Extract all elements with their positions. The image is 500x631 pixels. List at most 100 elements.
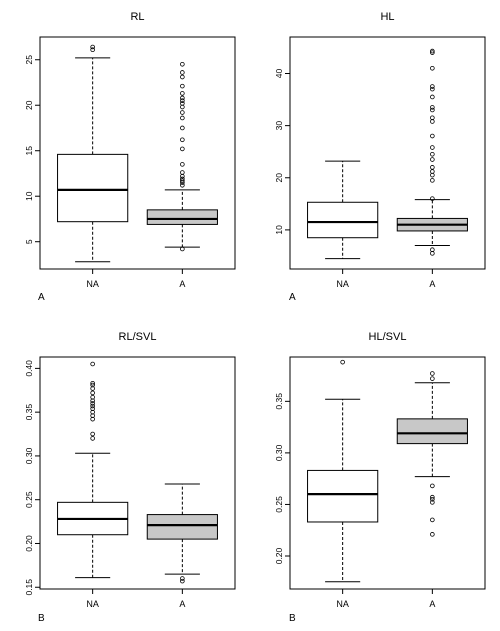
- y-tick-label: 0.30: [24, 447, 34, 464]
- x-tick-label: A: [429, 599, 435, 609]
- outlier-point: [180, 146, 185, 152]
- outlier-point: [180, 125, 185, 131]
- outlier-point: [430, 376, 435, 381]
- outlier-point: [180, 91, 185, 96]
- outlier-point: [180, 95, 185, 101]
- outlier-point: [430, 251, 435, 256]
- outlier-point: [430, 247, 435, 253]
- outlier-point: [430, 152, 435, 157]
- outlier-point: [180, 115, 185, 121]
- x-tick-label: NA: [86, 599, 99, 609]
- outlier-point: [430, 94, 435, 100]
- box-a: [146, 483, 218, 584]
- x-tick-label: NA: [86, 279, 99, 289]
- outlier-point: [340, 359, 345, 365]
- outlier-point: [90, 401, 95, 406]
- chart-2: RL/SVL 0.15 0.20 0.25 0.30 0.35 0.40 NA A: [24, 331, 236, 609]
- box-a: [396, 48, 468, 256]
- iqr-box: [307, 469, 379, 523]
- outlier-point: [430, 86, 435, 92]
- panel-label-a-right: A: [289, 292, 296, 303]
- y-tick-label: 0.20: [274, 547, 284, 564]
- outlier-point: [430, 172, 435, 178]
- outlier-point: [430, 483, 435, 489]
- iqr-box: [57, 153, 129, 223]
- iqr-box: [146, 209, 218, 225]
- x-tick-label: NA: [336, 279, 349, 289]
- y-tick-label: 15: [24, 146, 34, 156]
- outlier-point: [430, 169, 435, 174]
- outlier-point: [180, 137, 185, 143]
- outlier-point: [180, 170, 185, 175]
- x-tick-label: A: [179, 279, 185, 289]
- panel-label-b-right: B: [289, 613, 296, 624]
- panel-label-a-left: A: [38, 292, 45, 303]
- outlier-point: [430, 115, 435, 121]
- outlier-point: [180, 61, 185, 67]
- y-tick-label: 40: [274, 69, 284, 79]
- chart-1: HL 10 20 30 40 NA A: [274, 11, 486, 289]
- box-na: [57, 361, 129, 579]
- outlier-point: [430, 532, 435, 537]
- outlier-point: [430, 500, 435, 505]
- outlier-point: [180, 98, 185, 103]
- outlier-point: [430, 496, 435, 502]
- iqr-box: [307, 201, 379, 239]
- chart-title: HL: [380, 11, 394, 23]
- outlier-point: [90, 394, 95, 400]
- outlier-point: [430, 178, 435, 183]
- outlier-point: [90, 436, 95, 441]
- iqr-box: [396, 418, 468, 445]
- outlier-point: [430, 48, 435, 54]
- outlier-point: [90, 390, 95, 396]
- box-na: [307, 160, 379, 260]
- outlier-point: [430, 105, 435, 110]
- y-tick-label: 0.20: [24, 535, 34, 552]
- x-tick-label: NA: [336, 599, 349, 609]
- y-tick-label: 0.25: [274, 496, 284, 513]
- outlier-point: [430, 133, 435, 139]
- y-tick-label: 5: [24, 239, 34, 244]
- outlier-point: [90, 47, 95, 53]
- y-tick-label: 30: [274, 121, 284, 131]
- chart-3: HL/SVL 0.20 0.25 0.30 0.35 NA A: [274, 331, 486, 609]
- plot-frame: [289, 356, 486, 590]
- y-tick-label: 0.15: [24, 579, 34, 596]
- y-tick-label: 0.35: [274, 393, 284, 410]
- outlier-point: [90, 403, 95, 409]
- outlier-point: [430, 494, 435, 500]
- plot-frame: [289, 36, 486, 270]
- box-na: [307, 359, 379, 583]
- outlier-point: [430, 157, 435, 162]
- outlier-point: [180, 576, 185, 581]
- y-tick-label: 20: [274, 173, 284, 183]
- box-na: [57, 44, 129, 263]
- y-tick-label: 0.30: [274, 444, 284, 461]
- y-tick-label: 25: [24, 55, 34, 65]
- y-tick-label: 0.35: [24, 404, 34, 421]
- outlier-point: [180, 178, 185, 184]
- outlier-point: [90, 361, 95, 367]
- outlier-point: [180, 70, 185, 75]
- outlier-point: [180, 246, 185, 252]
- outlier-point: [180, 162, 185, 167]
- y-tick-label: 0.25: [24, 491, 34, 508]
- chart-title: RL: [130, 11, 144, 23]
- outlier-point: [180, 182, 185, 188]
- x-tick-label: A: [429, 279, 435, 289]
- plot-frame: [39, 36, 236, 270]
- outlier-point: [180, 101, 185, 106]
- outlier-point: [430, 196, 435, 201]
- y-tick-label: 20: [24, 100, 34, 110]
- outlier-point: [90, 380, 95, 386]
- x-tick-label: A: [179, 599, 185, 609]
- outlier-point: [430, 119, 435, 124]
- outlier-point: [430, 145, 435, 150]
- plot-frame: [39, 356, 236, 590]
- outlier-point: [90, 431, 95, 437]
- y-tick-label: 0.40: [24, 360, 34, 377]
- outlier-point: [180, 104, 185, 110]
- outlier-point: [180, 110, 185, 115]
- outlier-point: [180, 83, 185, 89]
- chart-title: RL/SVL: [119, 331, 157, 343]
